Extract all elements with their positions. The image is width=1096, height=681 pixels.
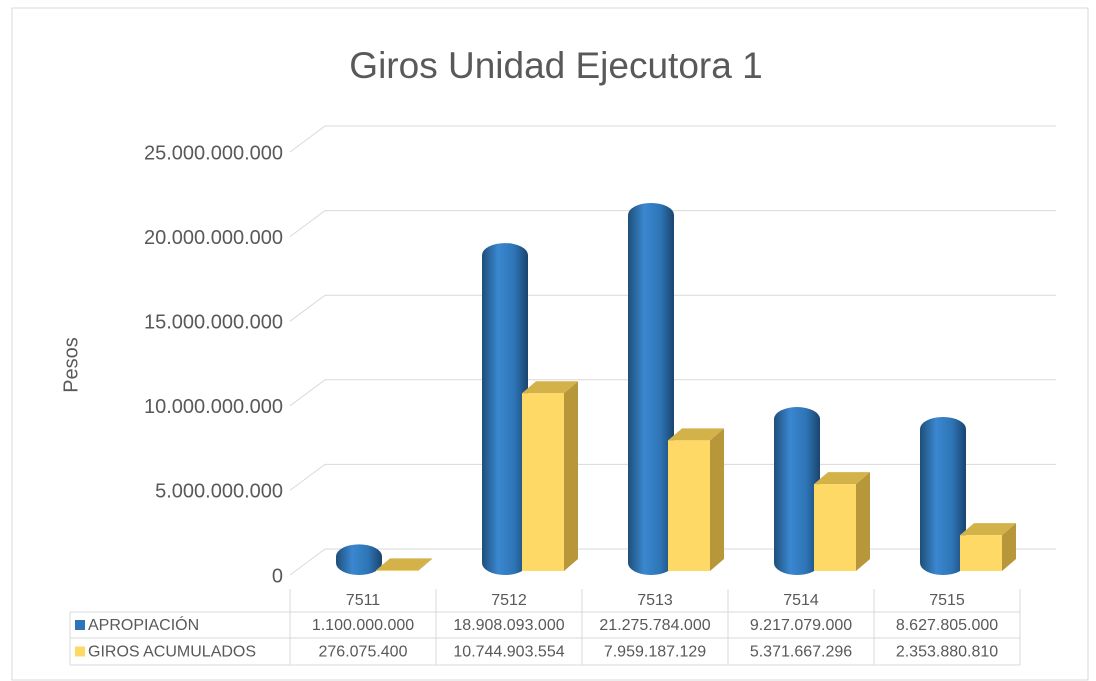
- y-tick-label: 5.000.000.000: [155, 481, 283, 503]
- y-tick-label: 0: [272, 565, 283, 587]
- table-value: 5.371.667.296: [750, 644, 852, 661]
- bar: [920, 417, 966, 575]
- table-value: 21.275.784.000: [599, 617, 710, 634]
- bar: [774, 407, 820, 575]
- x-tick-label: 7513: [637, 592, 673, 609]
- table-value: 2.353.880.810: [896, 644, 998, 661]
- grid-line: [289, 294, 1056, 322]
- legend-swatch: [75, 646, 85, 657]
- y-tick-label: 20.000.000.000: [144, 227, 283, 249]
- grid-line: [289, 210, 1056, 238]
- y-axis-label: Pesos: [60, 337, 82, 393]
- bar: [628, 203, 674, 575]
- table-value: 7.959.187.129: [604, 644, 706, 661]
- bar-top: [522, 381, 578, 394]
- bar-side: [564, 381, 578, 571]
- table-value: 18.908.093.000: [453, 617, 564, 634]
- bar-top: [668, 428, 724, 441]
- table-value: 10.744.903.554: [453, 644, 564, 661]
- bar: [814, 484, 856, 571]
- bar: [482, 243, 528, 575]
- legend-label: GIROS ACUMULADOS: [88, 644, 256, 661]
- y-tick-label: 15.000.000.000: [144, 311, 283, 333]
- bar-top: [376, 558, 432, 571]
- chart-title: Giros Unidad Ejecutora 1: [349, 45, 762, 86]
- y-tick-label: 25.000.000.000: [144, 142, 283, 164]
- bar-top: [960, 523, 1016, 536]
- chart-border: [11, 7, 1089, 681]
- x-tick-label: 7512: [491, 592, 527, 609]
- bar: [960, 535, 1002, 571]
- x-tick-label: 7511: [346, 592, 381, 609]
- bar: [522, 393, 564, 571]
- grid-line: [289, 125, 1056, 153]
- legend-swatch: [75, 620, 85, 630]
- bar-side: [1002, 523, 1016, 571]
- table-value: 276.075.400: [319, 644, 408, 661]
- bar-side: [418, 558, 432, 571]
- bar: [668, 440, 710, 571]
- legend-label: APROPIACIÓN: [88, 615, 199, 634]
- table-value: 8.627.805.000: [896, 617, 998, 634]
- grid-line: [289, 379, 1056, 407]
- x-tick-label: 7515: [929, 592, 965, 609]
- table-value: 9.217.079.000: [750, 617, 852, 634]
- y-tick-label: 10.000.000.000: [144, 396, 283, 418]
- bar-top: [814, 472, 870, 485]
- x-tick-label: 7514: [783, 592, 819, 609]
- bar-side: [856, 472, 870, 571]
- bar-side: [710, 428, 724, 571]
- bar: [376, 570, 418, 571]
- table-value: 1.100.000.000: [312, 617, 414, 634]
- bar: [336, 544, 382, 575]
